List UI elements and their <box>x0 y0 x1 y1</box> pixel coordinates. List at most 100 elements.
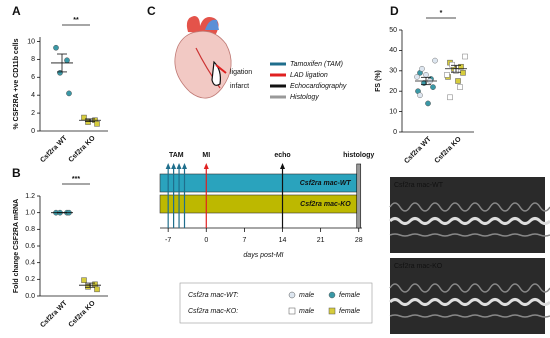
event-label: histology <box>343 152 374 159</box>
heart-label: ligation <box>230 69 252 76</box>
y-tick-label: 1.2 <box>25 193 35 200</box>
data-point <box>81 277 87 283</box>
y-tick-label: 30 <box>389 68 397 75</box>
data-point <box>417 92 423 99</box>
arrow-head <box>171 163 177 169</box>
x-tick-label: 21 <box>317 237 325 244</box>
x-tick-label: Csf2ra WT <box>403 135 433 165</box>
y-axis-label: % CSF2RA +ve CD11b cells <box>13 38 20 129</box>
data-point <box>419 65 425 72</box>
y-axis-label: FS (%) <box>375 70 382 92</box>
y-tick-label: 0.8 <box>25 226 35 233</box>
legend-marker <box>288 291 296 299</box>
legend-label: LAD ligation <box>290 72 328 79</box>
arrow-head <box>182 163 188 169</box>
y-tick-label: 2 <box>31 110 35 117</box>
data-point <box>462 53 468 60</box>
panel-label: A <box>12 4 21 18</box>
data-point <box>425 100 431 107</box>
y-tick-label: 0.6 <box>25 243 35 250</box>
y-tick-label: 1.0 <box>25 210 35 217</box>
data-point <box>423 72 429 78</box>
y-tick-label: 0.0 <box>25 293 35 300</box>
echo-image <box>390 177 545 253</box>
data-point <box>430 84 436 90</box>
y-tick-label: 0 <box>31 128 35 135</box>
legend-marker <box>328 307 336 315</box>
data-point <box>94 121 100 127</box>
echo-wave <box>388 217 550 225</box>
data-point <box>57 69 63 76</box>
data-point <box>457 84 463 90</box>
legend-marker <box>288 307 296 315</box>
data-point <box>92 281 98 288</box>
y-tick-label: 10 <box>389 108 397 115</box>
arrow-head <box>203 163 209 169</box>
echo-wave <box>389 314 550 318</box>
echo-label: Csf2ra mac-WT <box>394 182 444 189</box>
x-tick-label: 14 <box>279 237 287 244</box>
data-point <box>64 57 70 64</box>
echo-wave <box>389 202 550 212</box>
event-label: TAM <box>169 152 184 159</box>
y-tick-label: 50 <box>389 27 397 34</box>
arrow-head <box>176 163 182 169</box>
data-point <box>455 78 461 84</box>
heart-illustration <box>174 16 232 99</box>
x-axis-label: days post-MI <box>243 252 283 259</box>
data-point <box>85 119 91 125</box>
echo-wave <box>388 298 550 306</box>
y-tick-label: 4 <box>31 92 35 99</box>
legend-box <box>179 282 373 324</box>
data-point <box>447 94 453 101</box>
significance: * <box>440 10 443 17</box>
x-tick-label: Csf2ra WT <box>39 134 69 164</box>
x-tick-label: Csf2ra KO <box>68 134 98 164</box>
data-point <box>94 286 100 293</box>
legend-marker <box>328 291 336 299</box>
y-tick-label: 6 <box>31 74 35 81</box>
y-tick-label: 0 <box>393 129 397 136</box>
event-label: echo <box>274 152 290 159</box>
cohort-label: Csf2ra mac-WT <box>300 180 352 187</box>
x-tick-label: 7 <box>242 237 246 244</box>
y-tick-label: 20 <box>389 88 397 95</box>
significance: ** <box>73 17 79 24</box>
data-point <box>432 57 438 64</box>
legend-item: female <box>339 308 360 315</box>
data-point <box>414 74 420 80</box>
x-tick-label: Csf2ra KO <box>434 135 464 165</box>
significance: *** <box>72 176 80 183</box>
echo-image <box>390 258 545 334</box>
data-point <box>458 63 464 70</box>
data-point <box>444 72 450 78</box>
y-tick-label: 0.2 <box>25 276 35 283</box>
y-axis-label: Fold change CSF2RA mRNA <box>13 199 20 293</box>
arrow-head <box>165 163 171 169</box>
y-tick-label: 0.4 <box>25 260 35 267</box>
panel-label: B <box>12 166 21 180</box>
heart-label: infarct <box>230 83 249 90</box>
panel-label: D <box>390 4 399 18</box>
x-tick-label: Csf2ra WT <box>39 299 69 329</box>
arrow-head <box>280 163 286 169</box>
legend-label: Histology <box>290 94 319 101</box>
y-tick-label: 8 <box>31 56 35 63</box>
histology-bar <box>356 163 362 229</box>
x-tick-label: Csf2ra KO <box>68 299 98 329</box>
echo-wave <box>389 233 550 237</box>
data-point <box>460 70 466 76</box>
data-point <box>85 284 91 290</box>
legend-item: female <box>339 292 360 299</box>
x-tick-label: -7 <box>165 237 171 244</box>
panel-label: C <box>147 4 156 18</box>
y-tick-label: 40 <box>389 47 397 54</box>
legend-item: male <box>299 308 314 315</box>
legend-row-label: Csf2ra mac-WT: <box>188 292 238 299</box>
x-tick-label: 28 <box>355 237 363 244</box>
cohort-label: Csf2ra mac-KO <box>300 201 351 208</box>
echo-wave <box>389 283 550 293</box>
legend-label: Tamoxifen (TAM) <box>290 61 343 68</box>
